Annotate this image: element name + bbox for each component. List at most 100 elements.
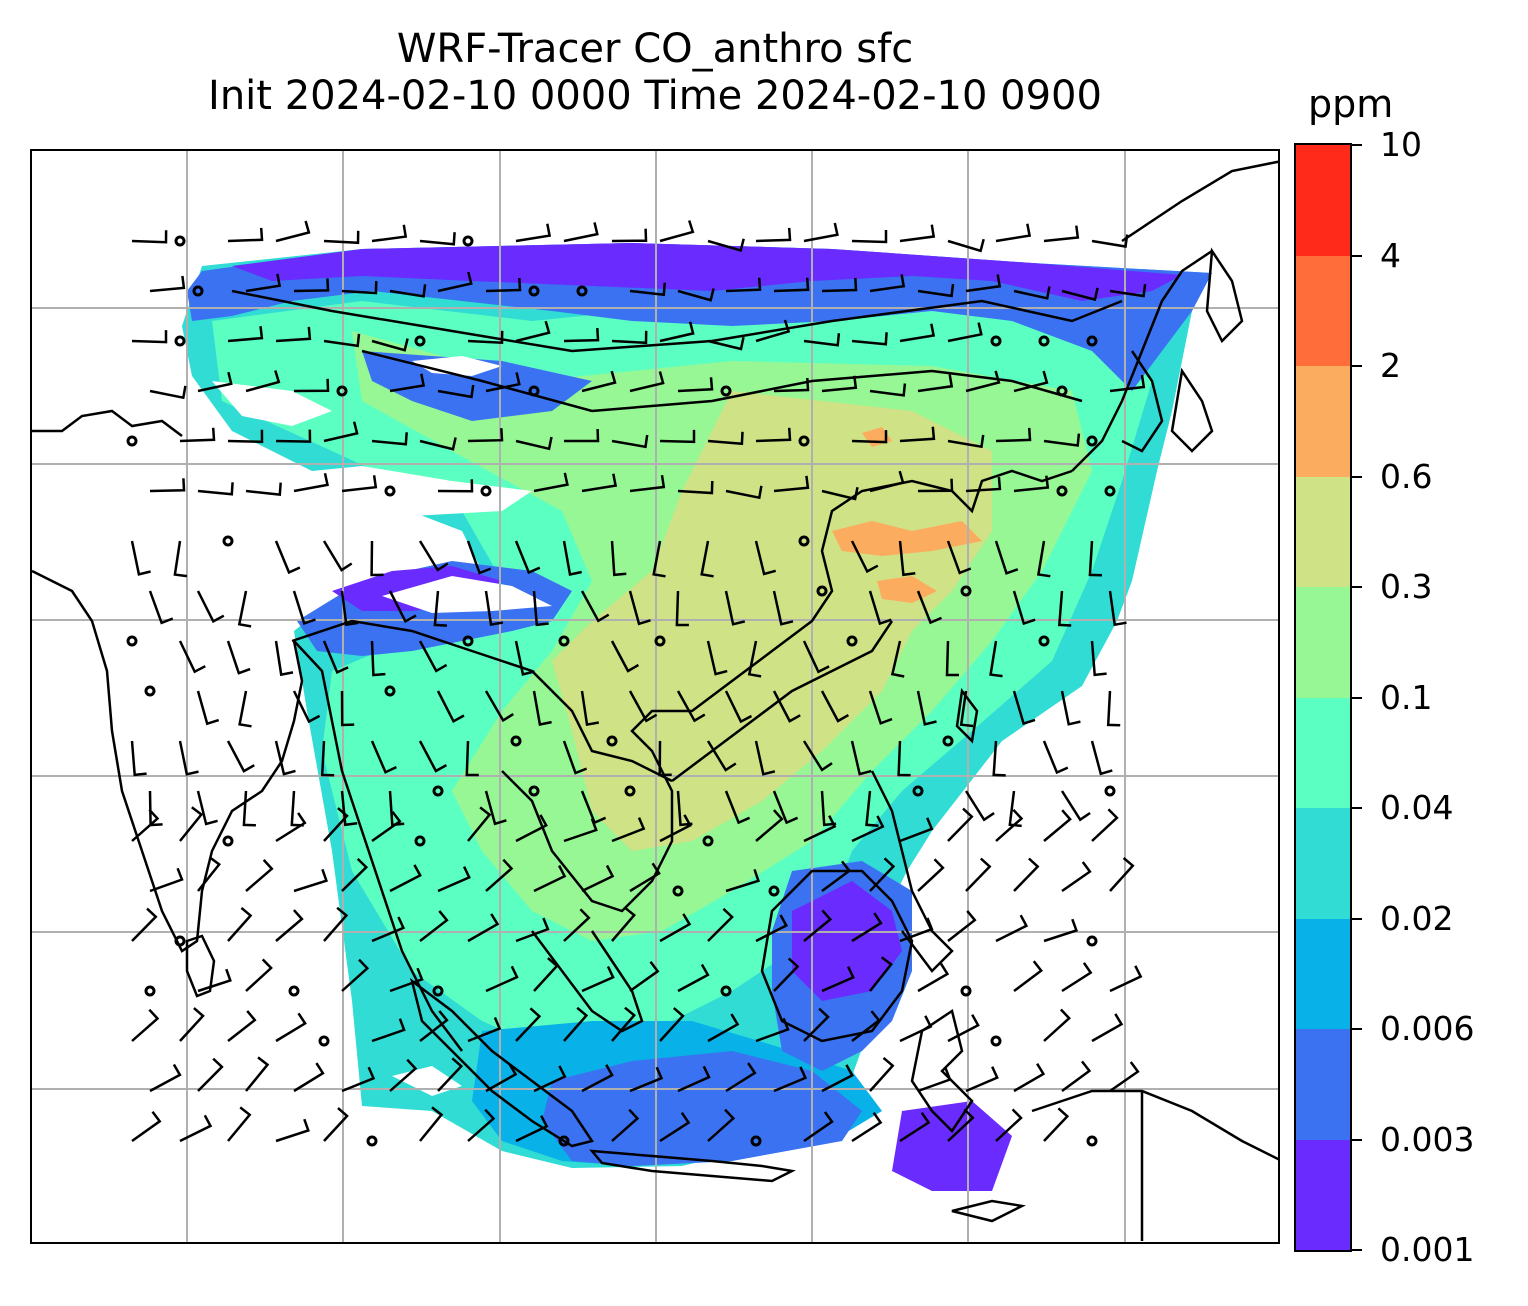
wind-barb [227, 429, 264, 444]
wind-barb [371, 916, 406, 943]
wind-barb [130, 540, 151, 576]
colorbar-tick [1352, 1249, 1362, 1251]
coastline-java [589, 1149, 796, 1183]
calm-wind-marker [798, 435, 810, 447]
calm-wind-marker [432, 785, 444, 797]
wind-barb [341, 858, 369, 892]
wind-barb [1109, 283, 1147, 298]
wind-barb [964, 790, 995, 822]
wind-barb [803, 909, 833, 942]
wind-barb [1043, 1008, 1071, 1042]
wind-barb [149, 478, 186, 493]
wind-barb [1013, 370, 1049, 393]
coastline-sri-lanka [185, 934, 216, 998]
wind-barb [917, 963, 950, 993]
calm-wind-marker [768, 885, 780, 897]
colorbar-tick-label: 0.1 [1380, 677, 1433, 717]
wind-barb [1108, 590, 1127, 627]
wind-barb [532, 590, 549, 627]
calm-wind-marker [846, 635, 858, 647]
wind-barb [995, 223, 1032, 243]
calm-wind-marker [174, 935, 186, 947]
wind-barb [659, 1111, 691, 1143]
colorbar-unit: ppm [1308, 82, 1394, 126]
wind-barb [562, 540, 582, 576]
wind-barb [131, 1008, 160, 1042]
wind-barb [370, 740, 397, 774]
colorbar-tick [1352, 254, 1362, 257]
coastline-new-guinea [1031, 1089, 1278, 1161]
colorbar-tick-label: 4 [1380, 235, 1401, 275]
wind-barb [514, 540, 541, 575]
wind-barb [515, 1007, 542, 1042]
colorbar-segment [1296, 807, 1350, 919]
wind-barb [293, 868, 329, 893]
wind-barb [897, 740, 911, 777]
wind-barb [773, 277, 810, 293]
wind-barb [389, 1058, 418, 1092]
wind-barb [226, 740, 255, 773]
wind-barb [945, 640, 959, 677]
wind-barb [1013, 286, 1051, 300]
wind-barb [436, 690, 465, 724]
wind-barb [947, 434, 985, 449]
wind-barb [821, 966, 855, 993]
wind-barb [245, 370, 281, 393]
wind-barb [131, 808, 160, 842]
wind-barb [197, 371, 233, 393]
wind-barb [371, 338, 409, 352]
wind-barb [484, 790, 507, 826]
colorbar-tick-label: 10 [1380, 125, 1422, 164]
colorbar-segment [1296, 255, 1350, 366]
wind-barb [611, 330, 648, 345]
wind-barb [1088, 540, 1102, 577]
wind-barb [851, 332, 888, 346]
calm-wind-marker [1086, 935, 1098, 947]
wind-barb [773, 1066, 808, 1093]
colorbar-tick-label: 0.02 [1380, 898, 1454, 938]
calm-wind-marker [672, 885, 684, 897]
concentration-region-south-blue [542, 1051, 862, 1166]
wind-barb [629, 371, 665, 393]
wind-barb [755, 1017, 790, 1043]
calm-wind-marker [990, 1035, 1002, 1047]
wind-barb [563, 1006, 589, 1042]
wind-barb [611, 817, 646, 843]
wind-barb [227, 326, 264, 343]
calm-wind-marker [462, 235, 474, 247]
colorbar-segment [1296, 476, 1350, 587]
calm-wind-marker [222, 835, 234, 847]
wind-barb [724, 590, 746, 626]
wind-barb [1043, 918, 1079, 943]
wind-barb [149, 385, 187, 400]
wind-barb [803, 815, 837, 843]
wind-barb [947, 807, 974, 842]
wind-barb [418, 540, 449, 572]
wind-barb [610, 540, 627, 577]
wind-barb [275, 909, 304, 942]
wind-barb [899, 917, 934, 943]
wind-barb [274, 740, 296, 776]
wind-barb [178, 740, 199, 776]
wind-barb [611, 228, 648, 243]
wind-barb [772, 590, 794, 626]
wind-barb [581, 370, 617, 393]
wind-barb [227, 1106, 252, 1142]
wind-barb [947, 238, 985, 253]
wind-barb [995, 427, 1032, 443]
calm-wind-marker [720, 985, 732, 997]
wind-barb [917, 1067, 952, 1093]
colorbar-tick [1352, 917, 1362, 920]
wind-barb [772, 790, 799, 825]
wind-barb [677, 963, 710, 993]
wind-barb [947, 322, 983, 343]
wind-barb [419, 910, 449, 942]
colorbar-segment [1296, 144, 1350, 256]
calm-wind-marker [942, 735, 954, 747]
wind-barb [899, 1111, 931, 1143]
wind-barb [1061, 1060, 1092, 1093]
wind-barb [515, 223, 552, 243]
colorbar-tick-label: 0.04 [1380, 788, 1454, 827]
wind-barb [323, 230, 360, 245]
wind-barb [242, 790, 256, 827]
